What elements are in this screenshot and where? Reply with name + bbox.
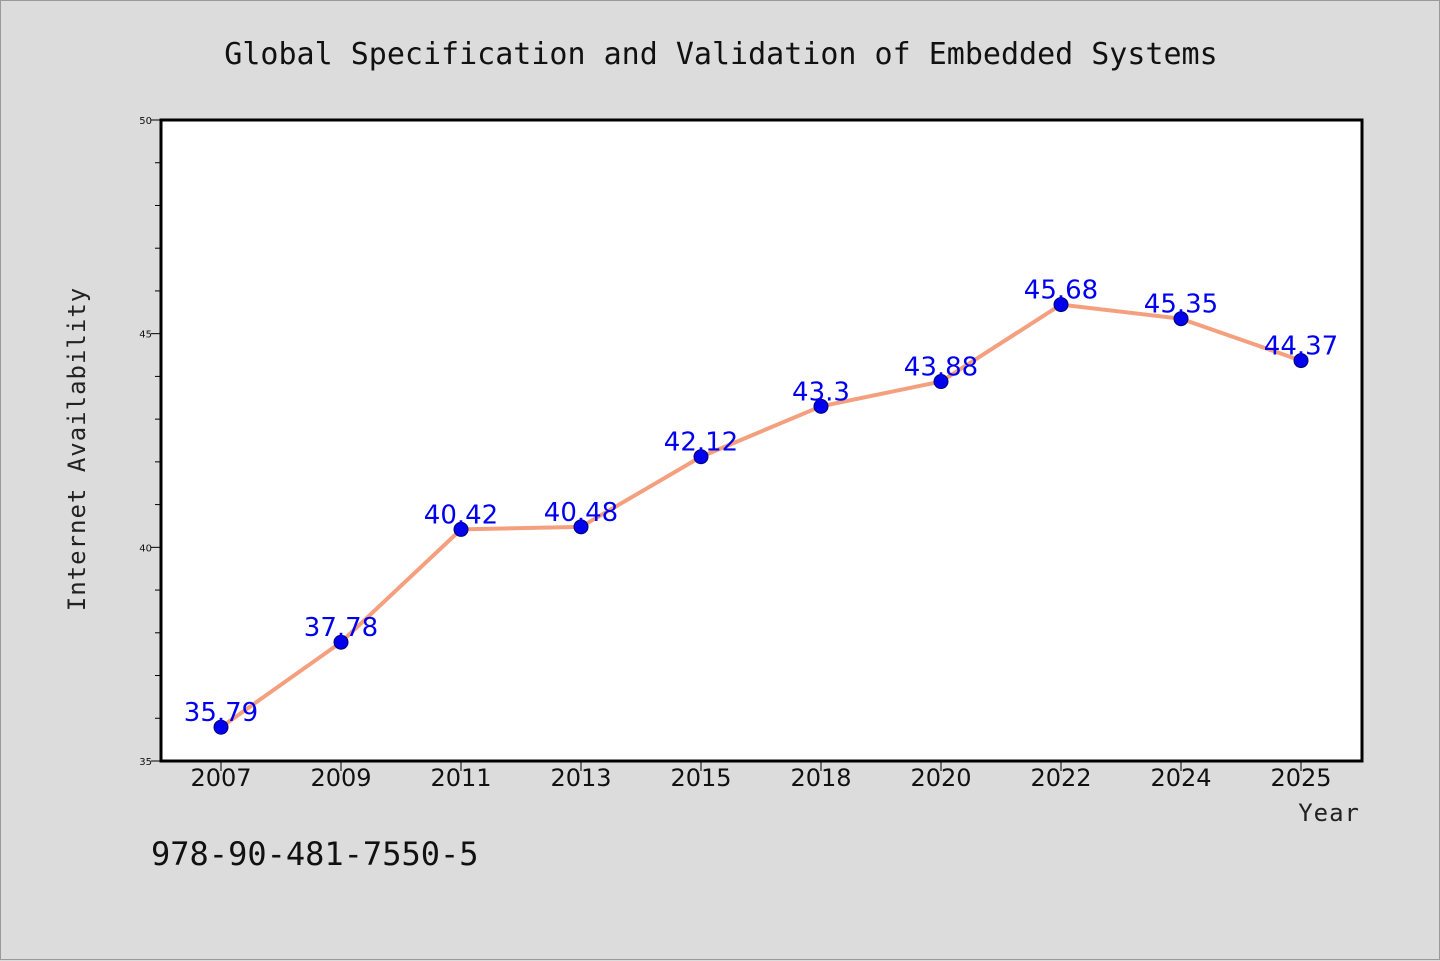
data-point	[1293, 353, 1309, 369]
data-point	[1053, 297, 1069, 313]
series-layer	[213, 297, 1309, 735]
data-labels: 35.79 37.78 40.42 40.48 42.12 43.3 43.88 45.68 4…	[184, 276, 1338, 729]
x-tick-label: 2007	[190, 764, 251, 792]
data-label: 35.79	[184, 698, 258, 728]
data-point	[933, 374, 949, 390]
x-tick-label: 2022	[1030, 764, 1091, 792]
data-point	[573, 519, 589, 535]
data-point	[813, 398, 829, 414]
data-label: 45.35	[1144, 290, 1218, 320]
y-tick-label: 35	[139, 757, 152, 768]
data-point	[453, 521, 469, 537]
data-label: 40.42	[424, 500, 498, 530]
x-axis: 2007 2009 2011 2013 2015 2018 2020 2022 2024 2025	[190, 761, 1332, 792]
data-label: 37.78	[304, 613, 378, 643]
x-tick-label: 2025	[1270, 764, 1331, 792]
x-tick-label: 2013	[550, 764, 611, 792]
data-label: 43.3	[792, 377, 850, 407]
data-point	[213, 719, 229, 735]
data-label: 45.68	[1024, 276, 1098, 306]
x-tick-label: 2015	[670, 764, 731, 792]
y-axis-label: Internet Availability	[63, 287, 91, 611]
isbn-label: 978-90-481-7550-5	[151, 835, 479, 873]
x-tick-label: 2024	[1150, 764, 1211, 792]
series-line	[219, 302, 1302, 729]
data-label: 40.48	[544, 498, 618, 528]
data-label: 44.37	[1264, 332, 1338, 362]
data-point	[693, 449, 709, 465]
chart-title: Global Specification and Validation of E…	[224, 37, 1217, 72]
x-axis-label: Year	[1298, 799, 1360, 827]
y-axis: 35 40 45 50	[139, 116, 161, 768]
data-point	[1173, 311, 1189, 327]
y-tick-label: 50	[139, 116, 152, 127]
y-tick-label: 40	[139, 543, 152, 554]
data-label: 43.88	[904, 353, 978, 383]
x-tick-label: 2011	[430, 764, 491, 792]
x-tick-label: 2018	[790, 764, 851, 792]
y-tick-label: 45	[139, 330, 152, 341]
plot-area	[159, 118, 1364, 763]
x-tick-label: 2020	[910, 764, 971, 792]
data-label: 42.12	[664, 428, 738, 458]
data-point	[333, 634, 349, 650]
x-tick-label: 2009	[310, 764, 371, 792]
